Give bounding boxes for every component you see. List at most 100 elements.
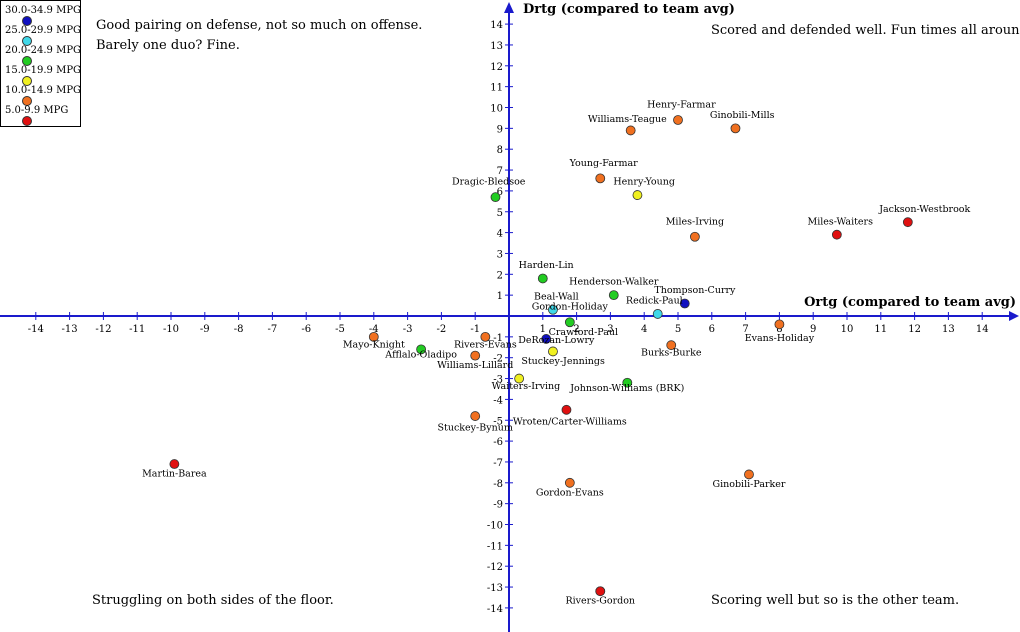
x-tick-label: 10: [841, 324, 854, 335]
point-label: Miles-Irving: [666, 216, 724, 227]
point-label: DeRozan-Lowry: [518, 335, 595, 346]
y-tick-label: -3: [493, 375, 503, 386]
data-point: [564, 317, 575, 328]
y-tick-label: 12: [490, 62, 503, 73]
quadrant-note-bottom-right: Scoring well but so is the other team.: [711, 593, 960, 608]
y-tick-label: -2: [493, 354, 503, 365]
data-point: [744, 469, 754, 480]
y-tick-label: -13: [487, 583, 503, 594]
data-point: [595, 586, 606, 597]
x-tick-label: 1: [540, 324, 546, 335]
x-tick-label: -7: [268, 324, 278, 335]
point-label: Williams-Teague: [588, 114, 667, 125]
data-point: [608, 290, 619, 301]
x-tick-label: 8: [776, 324, 782, 335]
y-tick-label: 11: [490, 83, 503, 94]
point-label: Gordon-Holiday: [532, 302, 609, 313]
tick-labels: -14 -13 -12 -11 -10 -9 -8 -7 -6 -5 -4 -3 -2 -1 1 2 3 4 5 6 7…: [28, 20, 989, 615]
y-tick-label: 3: [497, 249, 503, 260]
y-tick-label: 7: [497, 166, 503, 177]
point-label: Gordon-Evans: [536, 487, 604, 498]
y-tick-label: -14: [487, 604, 503, 615]
data-point: [831, 229, 842, 240]
data-point: [561, 404, 572, 415]
data-point: [480, 331, 491, 342]
x-tick-label: -4: [369, 324, 379, 335]
point-label: Ginobili-Mills: [710, 110, 775, 121]
data-point: [537, 273, 548, 284]
x-tick-label: -11: [129, 324, 145, 335]
data-point: [690, 231, 700, 242]
data-point: [548, 346, 558, 357]
data-point: [774, 319, 785, 330]
y-tick-label: 13: [490, 41, 503, 52]
data-point: [564, 477, 575, 488]
point-label: Henderson-Walker: [569, 277, 659, 288]
data-point: [730, 123, 741, 134]
y-tick-label: -10: [487, 521, 503, 532]
y-tick-label: 10: [490, 104, 503, 115]
x-tick-label: 14: [976, 324, 989, 335]
data-point: [368, 331, 379, 342]
point-label: Ginobili-Parker: [712, 479, 785, 490]
point-labels: Henry-Farmar Williams-Teague Ginobili-Mill…: [142, 100, 970, 607]
x-tick-label: -2: [437, 324, 447, 335]
y-tick-label: -7: [493, 458, 503, 469]
x-tick-label: -13: [62, 324, 78, 335]
data-point: [595, 173, 606, 184]
x-tick-label: 13: [942, 324, 955, 335]
legend-item: 10.0-14.9 MPG: [5, 85, 82, 96]
point-label: Afflalo-Oladipo: [384, 350, 457, 361]
point-label: Burks-Burke: [641, 348, 702, 359]
y-tick-label: -9: [493, 500, 503, 511]
x-tick-label: -6: [301, 324, 311, 335]
y-tick-label: -6: [493, 437, 503, 448]
quadrant-note-top-left-1: Good pairing on defense, not so much on …: [96, 18, 423, 33]
point-label: Waiters-Irving: [492, 381, 561, 392]
y-tick-label: 6: [497, 187, 503, 198]
point-label: Mayo-Knight: [343, 339, 405, 350]
point-label: Miles-Waiters: [807, 216, 873, 227]
legend-swatch: [22, 56, 32, 66]
data-point: [622, 377, 633, 388]
quadrant-note-top-right: Scored and defended well. Fun times all …: [711, 23, 1020, 38]
data-point: [169, 459, 180, 469]
point-label: Rivers-Evans: [454, 339, 517, 350]
point-label: Johnson-Williams (BRK): [569, 383, 684, 394]
point-label: Evans-Holiday: [745, 333, 815, 344]
point-label: Williams-Lillard: [437, 360, 513, 371]
point-label: Harden-Lin: [519, 260, 574, 271]
x-tick-label: -1: [470, 324, 480, 335]
quadrant-note-top-left-2: Barely one duo? Fine.: [96, 38, 240, 53]
point-label: Wroten/Carter-Williams: [513, 416, 627, 427]
x-tick-label: 3: [607, 324, 613, 335]
point-label: Martin-Barea: [142, 469, 207, 480]
legend-swatch: [22, 96, 32, 106]
x-axis-arrow: [1009, 311, 1019, 321]
x-axis-label: Ortg (compared to team avg): [804, 295, 1016, 310]
point-label: Stuckey-Jennings: [521, 356, 605, 367]
data-point: [679, 298, 690, 309]
legend-swatch: [22, 36, 32, 46]
x-tick-label: 7: [742, 324, 748, 335]
x-tick-label: -12: [95, 324, 111, 335]
x-tick-label: -9: [200, 324, 210, 335]
legend-swatch: [22, 116, 32, 126]
quadrant-note-bottom-left: Struggling on both sides of the floor.: [92, 593, 334, 608]
y-tick-label: -1: [493, 333, 503, 344]
x-tick-label: -5: [335, 324, 345, 335]
legend-item: 15.0-19.9 MPG: [5, 65, 82, 76]
legend: 30.0-34.9 MPG 25.0-29.9 MPG 20.0-24.9 MPG 1…: [0, 0, 81, 127]
x-tick-label: 5: [675, 324, 681, 335]
data-point: [902, 217, 913, 228]
x-tick-label: 2: [573, 324, 579, 335]
y-tick-label: -4: [493, 395, 503, 406]
y-tick-label: 9: [497, 124, 503, 135]
y-axis-arrow: [504, 2, 514, 13]
x-tick-label: 9: [810, 324, 816, 335]
point-label: Crawford-Paul: [549, 327, 618, 338]
x-tick-label: 6: [709, 324, 715, 335]
legend-swatch: [22, 16, 32, 26]
data-point: [673, 115, 683, 125]
